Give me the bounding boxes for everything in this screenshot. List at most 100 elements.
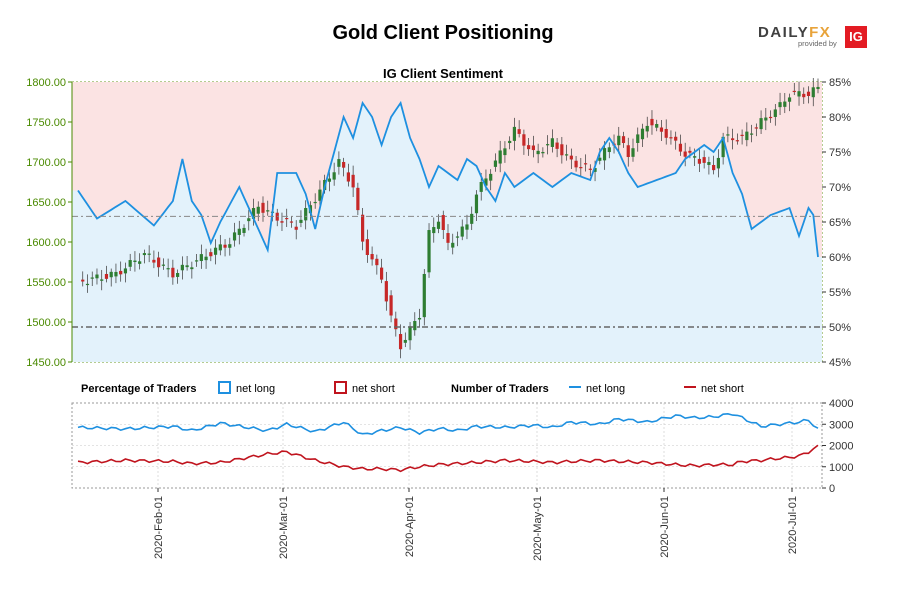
- traders-tick-label: 4000: [829, 398, 853, 410]
- candle-body: [356, 188, 359, 210]
- candle-body: [257, 207, 260, 214]
- candle-body: [361, 215, 364, 242]
- candle-body: [114, 272, 117, 276]
- candle-body: [162, 265, 165, 266]
- candle-body: [793, 91, 796, 92]
- candle-body: [750, 134, 753, 135]
- candle-body: [759, 118, 762, 129]
- candle-body: [437, 222, 440, 229]
- candle-body: [186, 265, 189, 267]
- candle-body: [797, 91, 800, 96]
- legend-num-title: Number of Traders: [451, 383, 549, 395]
- candle-body: [574, 161, 577, 168]
- candle-body: [698, 159, 701, 164]
- candle-body: [703, 157, 706, 163]
- candle-body: [389, 295, 392, 315]
- traders-tick-label: 0: [829, 483, 835, 495]
- candle-body: [328, 179, 331, 182]
- candle-body: [764, 118, 767, 121]
- candle-body: [352, 175, 355, 188]
- candle-body: [608, 147, 611, 152]
- candle-body: [223, 245, 226, 248]
- candle-body: [200, 254, 203, 261]
- candle-body: [470, 214, 473, 224]
- candle-body: [290, 221, 293, 222]
- right-tick-label: 70%: [829, 182, 851, 194]
- candle-body: [755, 127, 758, 128]
- candle-body: [532, 146, 535, 151]
- candle-body: [133, 261, 136, 262]
- candle-body: [399, 334, 402, 349]
- candle-body: [81, 280, 84, 282]
- candle-body: [261, 203, 264, 213]
- candle-body: [669, 137, 672, 138]
- candle-body: [304, 208, 307, 220]
- candle-body: [465, 224, 468, 229]
- right-tick-label: 85%: [829, 77, 851, 89]
- candle-body: [176, 273, 179, 277]
- candle-body: [546, 144, 549, 145]
- legend-pct-short-swatch: [335, 382, 346, 393]
- candle-body: [527, 145, 530, 149]
- candle-body: [285, 218, 288, 219]
- candle-body: [342, 162, 345, 168]
- candle-body: [783, 102, 786, 107]
- candle-body: [148, 254, 151, 255]
- candle-body: [100, 279, 103, 280]
- candle-body: [688, 151, 691, 153]
- candle-body: [413, 321, 416, 330]
- candle-body: [299, 220, 302, 223]
- candle-body: [190, 267, 193, 269]
- candle-body: [712, 165, 715, 170]
- candle-body: [556, 143, 559, 149]
- candle-body: [347, 172, 350, 181]
- candle-body: [418, 318, 421, 320]
- candle-body: [499, 150, 502, 163]
- candle-body: [745, 132, 748, 140]
- candle-body: [171, 268, 174, 278]
- right-tick-label: 80%: [829, 112, 851, 124]
- legend-num-short: net short: [701, 383, 744, 395]
- candle-body: [570, 156, 573, 160]
- candle-body: [489, 174, 492, 181]
- candle-body: [143, 253, 146, 255]
- left-tick-label: 1700.00: [26, 157, 66, 169]
- candle-body: [603, 148, 606, 160]
- candle-body: [679, 144, 682, 152]
- candle-body: [778, 102, 781, 107]
- candle-body: [157, 258, 160, 268]
- candle-body: [219, 244, 222, 250]
- legend-pct-long-swatch: [219, 382, 230, 393]
- candle-body: [584, 163, 587, 164]
- net-short-traders-line: [78, 445, 818, 471]
- candle-body: [551, 138, 554, 147]
- candle-body: [461, 227, 464, 237]
- candle-body: [233, 232, 236, 240]
- candle-body: [769, 117, 772, 118]
- right-tick-label: 55%: [829, 287, 851, 299]
- candle-body: [204, 257, 207, 260]
- candle-body: [86, 284, 89, 285]
- candle-body: [423, 274, 426, 317]
- upper-chart-title: IG Client Sentiment: [383, 66, 504, 81]
- candle-body: [442, 215, 445, 230]
- candle-body: [816, 87, 819, 89]
- legend-pct-long: net long: [236, 383, 275, 395]
- candle-body: [91, 277, 94, 278]
- candle-body: [650, 119, 653, 125]
- date-axis-ticks: 2020-Feb-01 2020-Mar-01 2020-Apr-01 2020-Ma…: [153, 488, 799, 561]
- candle-body: [655, 124, 658, 128]
- candle-body: [247, 218, 250, 221]
- candle-body: [560, 144, 563, 155]
- legend: Percentage of Traders net long net short…: [81, 382, 744, 395]
- left-tick-label: 1650.00: [26, 197, 66, 209]
- candle-body: [105, 274, 108, 279]
- candle-body: [110, 272, 113, 277]
- right-tick-label: 75%: [829, 147, 851, 159]
- candle-body: [812, 87, 815, 97]
- left-tick-label: 1550.00: [26, 277, 66, 289]
- left-axis-ticks: 1450.00 1500.00 1550.00 1600.00 1650.00 1700.…: [26, 77, 72, 369]
- candle-body: [508, 141, 511, 143]
- candle-body: [380, 268, 383, 280]
- candle-body: [537, 151, 540, 154]
